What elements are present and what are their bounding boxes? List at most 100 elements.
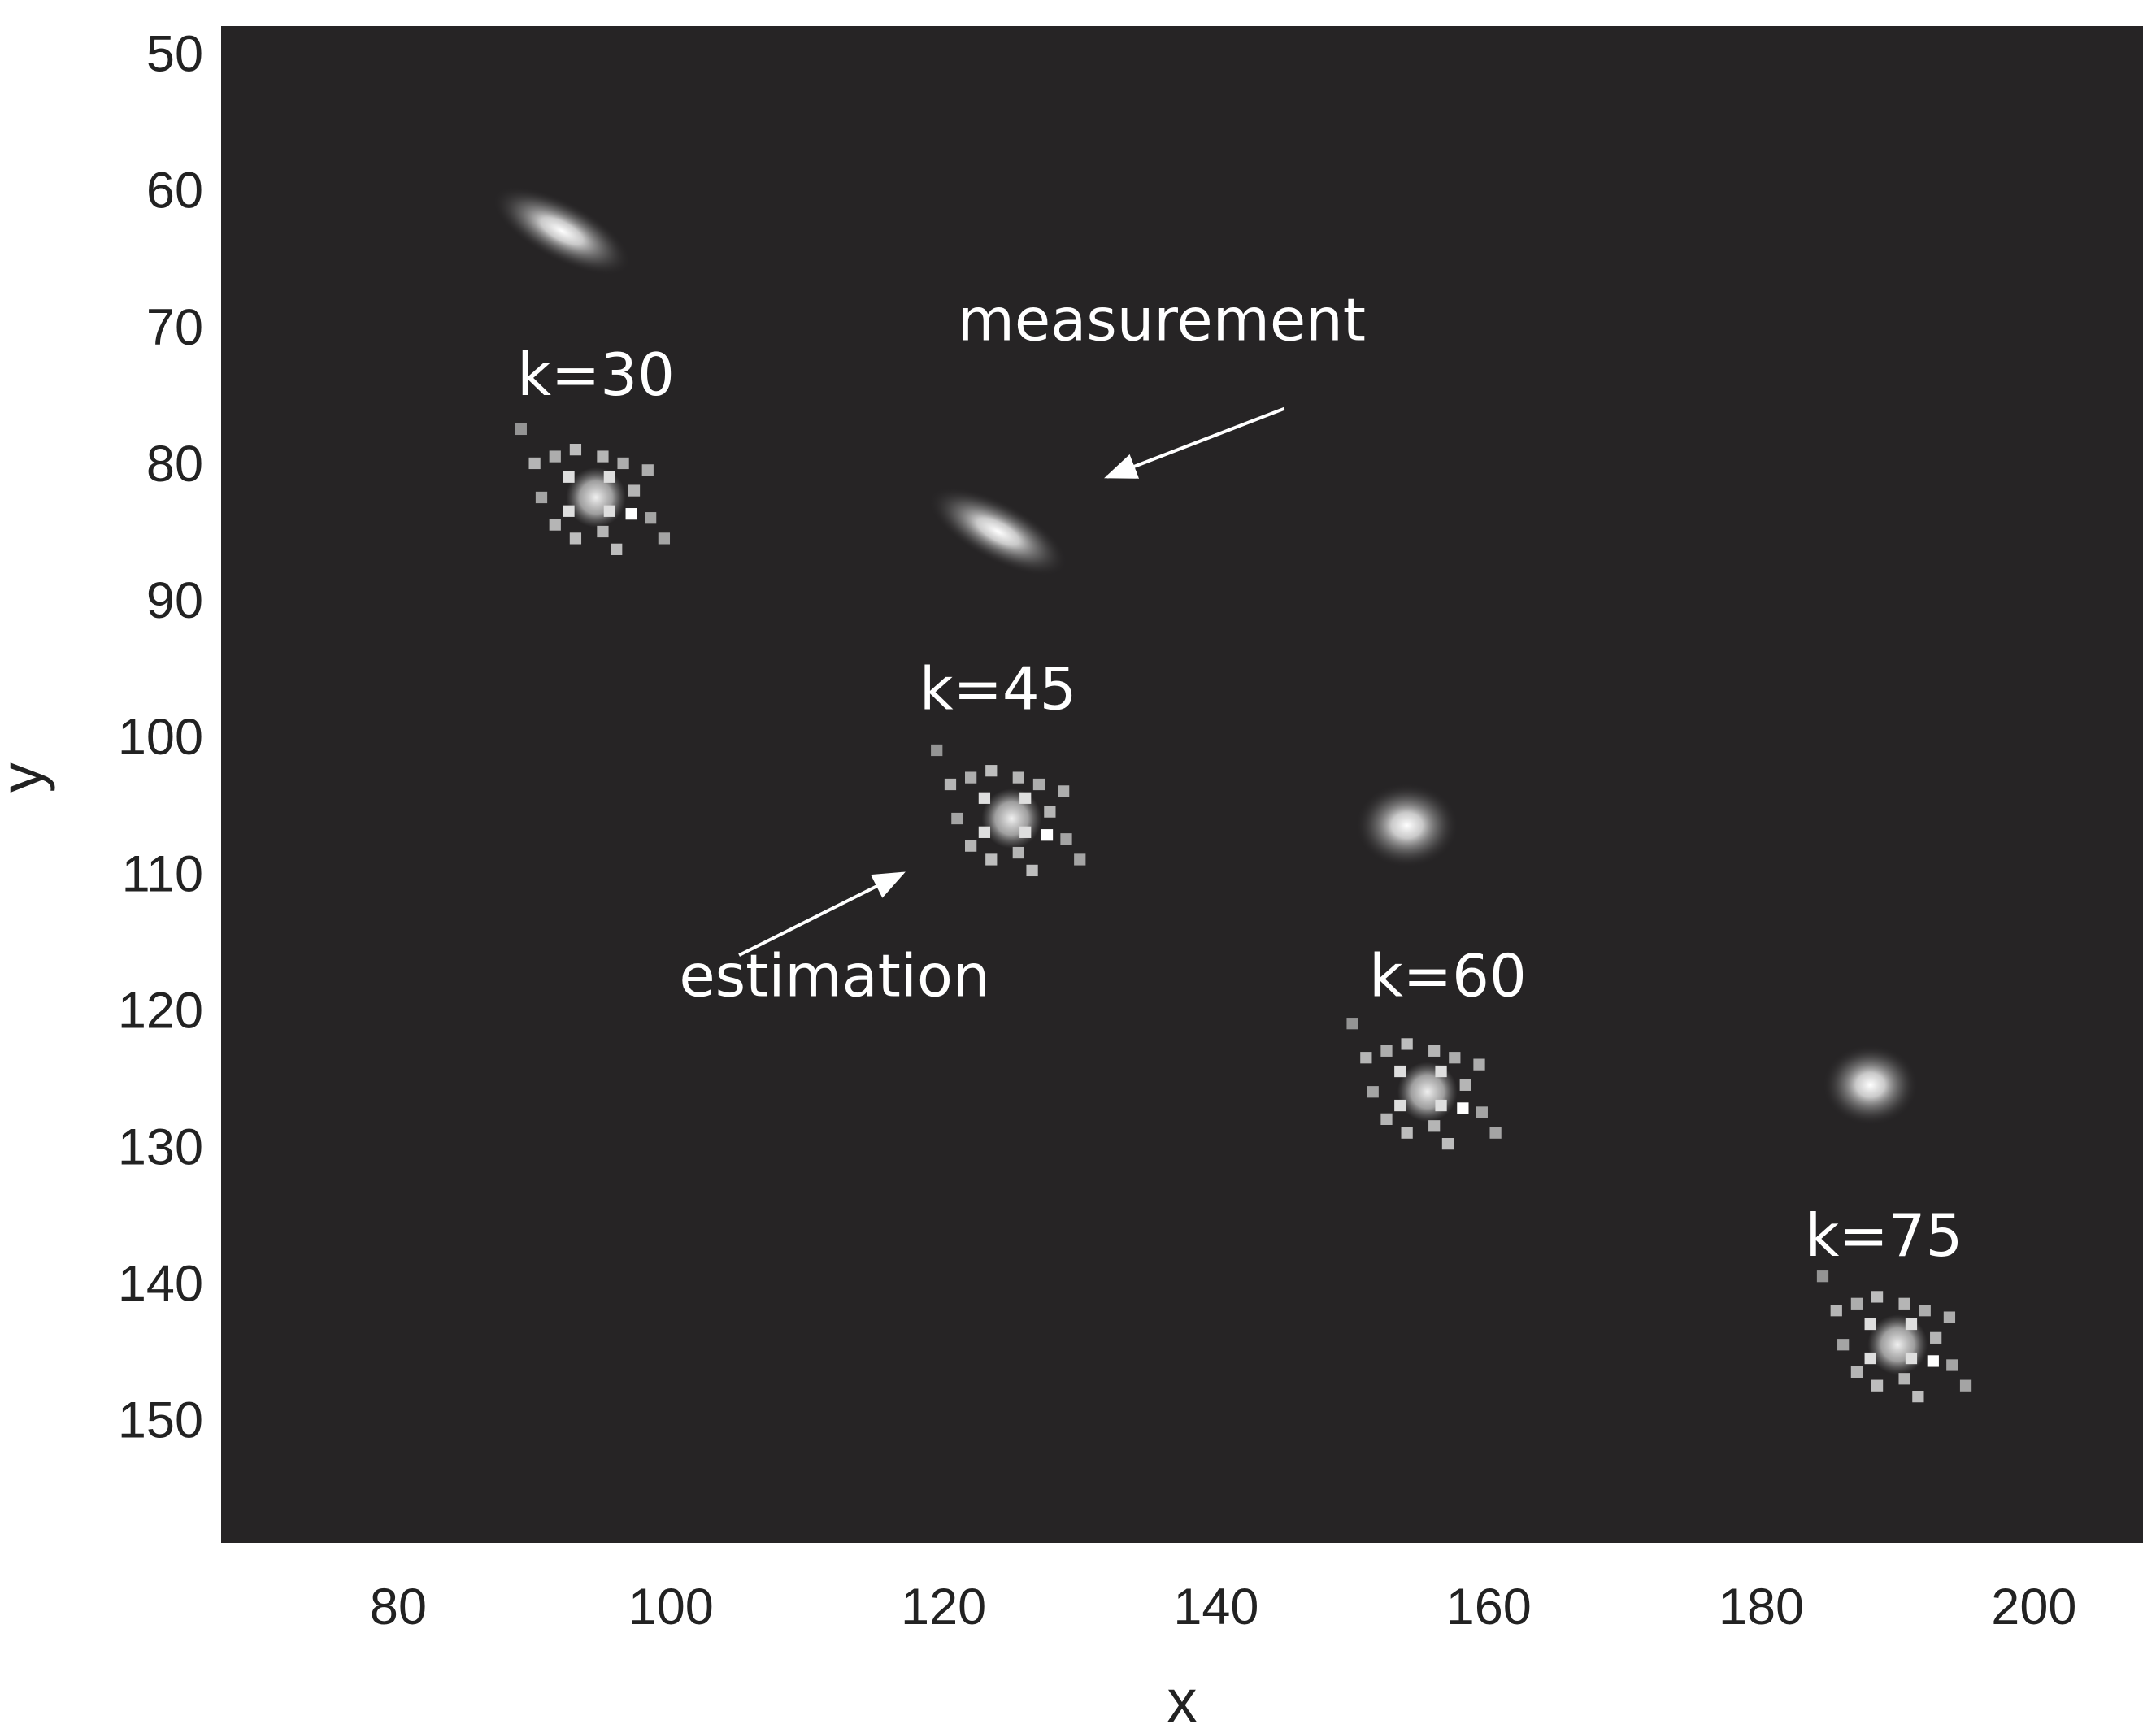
- estimate-particle-4-14: [1864, 1318, 1876, 1331]
- estimate-particle-4-8: [1850, 1366, 1863, 1378]
- estimate-particle-2-2: [965, 771, 977, 784]
- estimate-particle-1-17: [603, 505, 615, 517]
- estimate-particle-2-18: [1058, 785, 1070, 797]
- estimate-particle-1-9: [569, 532, 582, 545]
- annotation-1: measurement: [958, 286, 1366, 354]
- measurement-blob-2: [928, 487, 1068, 576]
- estimate-particle-2-15: [1019, 792, 1032, 804]
- estimate-particle-1-8: [549, 519, 561, 531]
- estimate-particle-1-15: [603, 471, 615, 483]
- estimate-particle-2-7: [1044, 806, 1056, 818]
- annotations: measurement estimation: [679, 286, 1366, 1010]
- estimate-particle-2-6: [951, 812, 963, 825]
- step-label-3: k=60: [1369, 942, 1527, 1010]
- estimate-particle-3-14: [1394, 1065, 1406, 1078]
- estimate-particle-3-11: [1441, 1137, 1454, 1150]
- estimate-particle-3-6: [1367, 1086, 1379, 1098]
- x-tick-label: 80: [370, 1579, 427, 1635]
- estimate-core-4: [1867, 1314, 1928, 1375]
- estimate-particle-2-11: [1026, 864, 1038, 877]
- plot-area: [221, 26, 2143, 1543]
- estimate-particle-4-19: [1816, 1270, 1829, 1283]
- estimate-cluster-2: [931, 744, 1086, 877]
- y-tick-label: 80: [146, 436, 203, 493]
- estimate-particle-4-20: [1927, 1355, 1939, 1367]
- estimate-particle-2-4: [1012, 771, 1024, 784]
- estimate-particle-4-3: [1871, 1291, 1884, 1303]
- step-label-2: k=45: [919, 655, 1077, 723]
- estimate-core-2: [981, 788, 1042, 849]
- x-tick-label: 200: [1991, 1579, 2076, 1635]
- estimate-particle-4-13: [1959, 1379, 1972, 1392]
- estimate-particle-1-12: [645, 512, 657, 524]
- estimate-particle-4-2: [1850, 1297, 1863, 1310]
- estimate-particle-3-17: [1435, 1099, 1447, 1112]
- estimate-core-3: [1397, 1062, 1458, 1123]
- x-tick-label: 140: [1173, 1579, 1258, 1635]
- estimate-particle-1-13: [658, 532, 671, 545]
- estimate-particle-2-13: [1074, 853, 1086, 866]
- measurement-blob-4: [1822, 1044, 1919, 1126]
- estimate-particle-1-7: [628, 484, 641, 497]
- x-tick-label: 100: [628, 1579, 714, 1635]
- estimate-particle-4-12: [1946, 1359, 1958, 1371]
- measurement-blobs: [492, 186, 1919, 1126]
- annotation-arrow-1: [1104, 406, 1285, 479]
- estimate-particle-1-6: [535, 491, 548, 504]
- y-tick-label: 100: [118, 709, 203, 766]
- y-tick-label: 140: [118, 1256, 203, 1313]
- estimate-particle-2-1: [944, 778, 957, 791]
- x-tick-label: 180: [1719, 1579, 1804, 1635]
- y-axis-label: y: [0, 762, 55, 793]
- estimate-particle-4-11: [1912, 1390, 1924, 1403]
- estimate-particle-1-1: [528, 457, 541, 470]
- y-tick-label: 120: [118, 982, 203, 1039]
- estimate-particle-2-8: [965, 840, 977, 852]
- y-tick-label: 130: [118, 1118, 203, 1175]
- y-tick-label: 50: [146, 26, 203, 83]
- estimate-particle-2-9: [985, 853, 998, 866]
- estimate-cluster-4: [1816, 1270, 1972, 1403]
- estimate-particle-2-5: [1032, 778, 1045, 791]
- estimate-particle-1-4: [597, 450, 609, 463]
- estimate-particle-2-10: [1012, 846, 1024, 859]
- estimate-particle-3-15: [1435, 1065, 1447, 1078]
- y-tick-label: 70: [146, 299, 203, 356]
- estimate-particle-1-11: [611, 543, 623, 555]
- estimate-cluster-1: [515, 423, 671, 555]
- x-axis-label: x: [1167, 1667, 1198, 1733]
- estimate-particle-3-13: [1489, 1127, 1502, 1139]
- estimate-particle-1-20: [625, 508, 637, 520]
- estimate-particle-3-7: [1459, 1079, 1471, 1091]
- x-tick-label: 120: [901, 1579, 986, 1635]
- estimate-particle-2-20: [1041, 829, 1054, 841]
- estimate-particle-4-9: [1871, 1379, 1884, 1392]
- estimate-particle-3-9: [1401, 1127, 1413, 1139]
- estimate-particle-3-12: [1476, 1106, 1488, 1118]
- y-tick-label: 90: [146, 572, 203, 629]
- x-tick-label: 160: [1446, 1579, 1532, 1635]
- estimate-particle-3-10: [1428, 1120, 1441, 1132]
- measurement-blob-3: [1355, 783, 1459, 868]
- estimate-particle-1-14: [563, 471, 575, 483]
- estimate-particle-4-16: [1864, 1352, 1876, 1365]
- measurement-blob-1: [492, 186, 632, 276]
- estimate-particle-1-10: [597, 525, 609, 538]
- estimate-particle-1-5: [617, 457, 629, 470]
- estimate-particle-3-3: [1401, 1038, 1413, 1050]
- estimate-particle-4-7: [1930, 1331, 1942, 1344]
- estimate-particle-4-6: [1837, 1339, 1850, 1351]
- annotation-2: estimation: [679, 942, 989, 1010]
- estimate-particle-3-4: [1428, 1045, 1441, 1057]
- step-labels: k=30 k=45 k=60 k=75: [517, 341, 1963, 1270]
- y-tick-labels: 50 60 70 80 90 100 110 120 130 140 150: [118, 26, 203, 1449]
- estimate-core-1: [566, 467, 626, 528]
- estimate-clusters: [515, 423, 1972, 1403]
- estimate-particle-2-19: [931, 744, 943, 757]
- estimate-particle-3-5: [1449, 1052, 1461, 1064]
- estimate-particle-2-12: [1060, 833, 1072, 845]
- estimate-particle-1-3: [569, 444, 582, 456]
- estimate-particle-4-4: [1898, 1297, 1910, 1310]
- estimate-cluster-3: [1346, 1018, 1502, 1150]
